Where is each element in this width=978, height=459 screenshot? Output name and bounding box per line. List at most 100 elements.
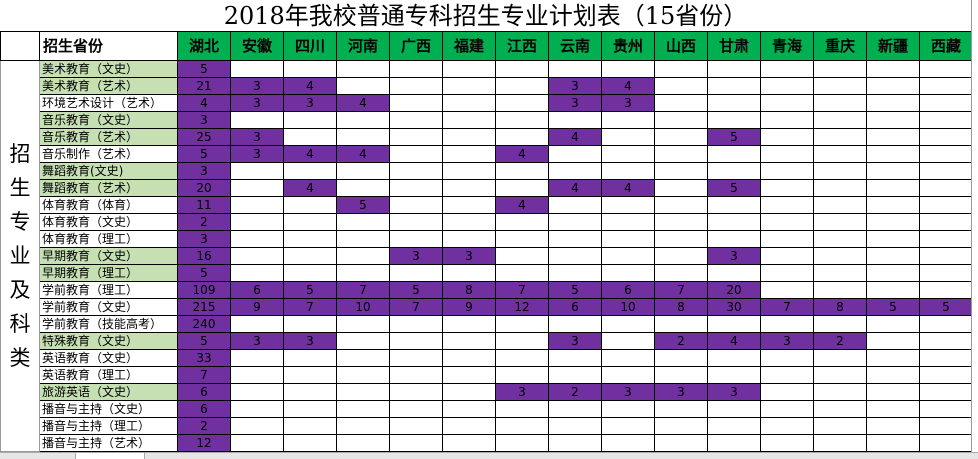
quota-cell[interactable] — [813, 366, 867, 384]
province-header[interactable]: 河南 — [336, 31, 390, 61]
major-cell[interactable]: 早期教育（理工） — [39, 264, 178, 282]
quota-cell[interactable]: 2 — [548, 383, 602, 401]
quota-cell[interactable] — [813, 264, 867, 282]
quota-cell[interactable] — [866, 400, 920, 418]
quota-cell[interactable]: 5 — [177, 145, 231, 163]
quota-cell[interactable]: 3 — [230, 128, 284, 146]
quota-cell[interactable]: 4 — [336, 94, 390, 112]
quota-cell[interactable]: 4 — [601, 179, 655, 197]
quota-cell[interactable]: 4 — [548, 128, 602, 146]
quota-cell[interactable]: 7 — [389, 298, 443, 316]
quota-cell[interactable] — [548, 315, 602, 333]
quota-cell[interactable] — [230, 213, 284, 231]
major-cell[interactable]: 播音与主持（文史） — [39, 400, 178, 418]
quota-cell[interactable] — [283, 434, 337, 452]
quota-cell[interactable]: 7 — [283, 298, 337, 316]
quota-cell[interactable]: 9 — [442, 298, 496, 316]
quota-cell[interactable] — [442, 77, 496, 95]
quota-cell[interactable] — [707, 315, 761, 333]
quota-cell[interactable]: 5 — [389, 281, 443, 299]
quota-cell[interactable] — [601, 213, 655, 231]
quota-cell[interactable] — [442, 349, 496, 367]
quota-cell[interactable] — [707, 349, 761, 367]
quota-cell[interactable] — [813, 77, 867, 95]
quota-cell[interactable] — [601, 196, 655, 214]
quota-cell[interactable] — [442, 434, 496, 452]
quota-cell[interactable] — [760, 230, 814, 248]
quota-cell[interactable] — [389, 60, 443, 78]
quota-cell[interactable]: 3 — [283, 332, 337, 350]
sheet-tab[interactable] — [75, 453, 145, 459]
quota-cell[interactable]: 4 — [283, 145, 337, 163]
major-cell[interactable]: 学前教育（理工） — [39, 281, 178, 299]
quota-cell[interactable] — [654, 315, 708, 333]
quota-cell[interactable] — [654, 162, 708, 180]
quota-cell[interactable] — [813, 179, 867, 197]
quota-cell[interactable] — [813, 315, 867, 333]
quota-cell[interactable]: 8 — [813, 298, 867, 316]
quota-cell[interactable] — [654, 400, 708, 418]
quota-cell[interactable] — [707, 366, 761, 384]
quota-cell[interactable] — [548, 434, 602, 452]
quota-cell[interactable]: 6 — [177, 383, 231, 401]
quota-cell[interactable] — [654, 94, 708, 112]
major-cell[interactable]: 英语教育（理工） — [39, 366, 178, 384]
quota-cell[interactable] — [442, 179, 496, 197]
quota-cell[interactable] — [336, 366, 390, 384]
quota-cell[interactable]: 5 — [707, 179, 761, 197]
quota-cell[interactable]: 4 — [548, 179, 602, 197]
quota-cell[interactable] — [601, 162, 655, 180]
quota-cell[interactable] — [919, 213, 973, 231]
quota-cell[interactable] — [442, 417, 496, 435]
quota-cell[interactable] — [442, 213, 496, 231]
quota-cell[interactable] — [760, 179, 814, 197]
quota-cell[interactable] — [230, 230, 284, 248]
major-cell[interactable]: 特殊教育（文史） — [39, 332, 178, 350]
quota-cell[interactable] — [866, 213, 920, 231]
quota-cell[interactable] — [495, 94, 549, 112]
quota-cell[interactable] — [601, 60, 655, 78]
quota-cell[interactable] — [919, 145, 973, 163]
quota-cell[interactable] — [548, 417, 602, 435]
quota-cell[interactable] — [283, 349, 337, 367]
province-header[interactable]: 贵州 — [601, 31, 655, 61]
quota-cell[interactable]: 6 — [601, 281, 655, 299]
quota-cell[interactable] — [389, 400, 443, 418]
quota-cell[interactable]: 20 — [177, 179, 231, 197]
quota-cell[interactable] — [283, 400, 337, 418]
quota-cell[interactable] — [230, 196, 284, 214]
quota-cell[interactable] — [336, 111, 390, 129]
quota-cell[interactable] — [654, 145, 708, 163]
quota-cell[interactable] — [707, 162, 761, 180]
quota-cell[interactable] — [760, 247, 814, 265]
quota-cell[interactable] — [548, 60, 602, 78]
quota-cell[interactable] — [654, 111, 708, 129]
quota-cell[interactable] — [548, 366, 602, 384]
quota-cell[interactable] — [442, 315, 496, 333]
quota-cell[interactable] — [548, 213, 602, 231]
major-cell[interactable]: 美术教育（文史） — [39, 60, 178, 78]
quota-cell[interactable]: 5 — [283, 281, 337, 299]
quota-cell[interactable] — [919, 434, 973, 452]
quota-cell[interactable]: 7 — [495, 281, 549, 299]
quota-cell[interactable]: 3 — [707, 247, 761, 265]
quota-cell[interactable] — [283, 315, 337, 333]
quota-cell[interactable] — [230, 315, 284, 333]
quota-cell[interactable]: 11 — [177, 196, 231, 214]
quota-cell[interactable]: 3 — [230, 77, 284, 95]
quota-cell[interactable] — [389, 162, 443, 180]
quota-cell[interactable] — [760, 366, 814, 384]
quota-cell[interactable] — [866, 179, 920, 197]
province-header[interactable]: 西藏 — [919, 31, 973, 61]
quota-cell[interactable] — [866, 281, 920, 299]
quota-cell[interactable] — [336, 315, 390, 333]
quota-cell[interactable] — [707, 77, 761, 95]
quota-cell[interactable] — [442, 94, 496, 112]
quota-cell[interactable] — [495, 366, 549, 384]
quota-cell[interactable] — [919, 77, 973, 95]
quota-cell[interactable] — [548, 349, 602, 367]
quota-cell[interactable] — [495, 179, 549, 197]
quota-cell[interactable]: 3 — [283, 94, 337, 112]
quota-cell[interactable]: 6 — [230, 281, 284, 299]
quota-cell[interactable] — [866, 264, 920, 282]
